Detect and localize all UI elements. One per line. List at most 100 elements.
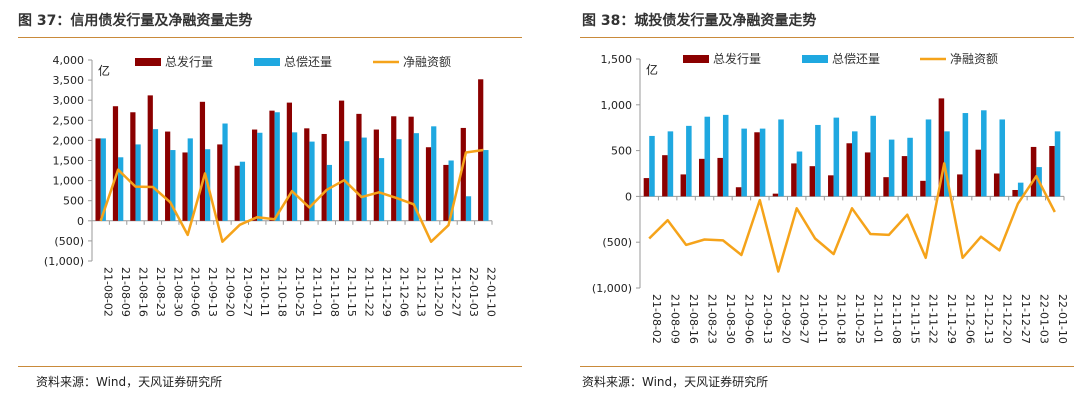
issue-bar bbox=[130, 112, 136, 221]
y-tick-label: 0 bbox=[625, 190, 632, 203]
x-tick-label: 21-12-13 bbox=[982, 294, 995, 344]
legend-label: 净融资额 bbox=[950, 52, 998, 66]
y-tick-label: 1,000 bbox=[53, 175, 85, 188]
issue-bar bbox=[920, 180, 926, 197]
x-tick-label: 21-11-15 bbox=[908, 294, 921, 344]
x-tick-label: 21-12-13 bbox=[415, 267, 428, 317]
repay-bar bbox=[722, 114, 729, 197]
repay-bar bbox=[152, 129, 159, 221]
repay-bar bbox=[1054, 131, 1061, 197]
x-tick-label: 21-11-29 bbox=[380, 267, 393, 317]
x-tick-label: 21-09-06 bbox=[189, 267, 202, 317]
y-tick-label: 3,000 bbox=[53, 94, 85, 107]
x-tick-label: 21-11-01 bbox=[310, 267, 323, 317]
x-tick-label: 22-01-03 bbox=[467, 267, 480, 317]
issue-bar bbox=[809, 166, 816, 197]
x-tick-label: 21-11-22 bbox=[927, 294, 940, 344]
issue-bar bbox=[662, 155, 668, 197]
issue-bar bbox=[95, 138, 101, 221]
y-tick-label: 0 bbox=[77, 215, 84, 228]
issue-bar bbox=[772, 193, 779, 197]
issue-bar bbox=[165, 131, 171, 221]
y-tick-label: (1,000) bbox=[44, 255, 84, 268]
repay-bar bbox=[100, 138, 106, 221]
top-rule bbox=[18, 37, 522, 38]
issue-bar bbox=[938, 98, 945, 197]
x-tick-label: 21-10-18 bbox=[835, 294, 848, 344]
x-tick-label: 21-11-22 bbox=[363, 267, 376, 317]
x-tick-label: 21-08-16 bbox=[136, 267, 149, 317]
issue-bar bbox=[356, 113, 362, 221]
repay-bar bbox=[667, 131, 674, 197]
repay-bar bbox=[292, 132, 298, 221]
legend-swatch bbox=[135, 58, 161, 66]
issue-bar bbox=[901, 156, 908, 197]
figure-title: 图 37：信用债发行量及净融资量走势 bbox=[18, 13, 253, 29]
x-tick-label: 21-09-06 bbox=[742, 294, 755, 344]
y-tick-label: 1,500 bbox=[53, 155, 85, 168]
y-tick-label: 2,500 bbox=[53, 114, 85, 127]
repay-bar bbox=[870, 115, 876, 197]
x-tick-label: 21-09-13 bbox=[206, 267, 219, 317]
repay-bar bbox=[326, 164, 332, 221]
legend-label: 总偿还量 bbox=[284, 54, 332, 69]
x-tick-label: 21-12-06 bbox=[397, 267, 410, 317]
x-tick-label: 21-12-20 bbox=[1000, 294, 1013, 344]
issue-bar bbox=[735, 187, 742, 197]
repay-bar bbox=[361, 137, 367, 221]
repay-bar bbox=[649, 135, 655, 197]
x-tick-label: 21-08-02 bbox=[102, 267, 115, 317]
repay-bar bbox=[852, 131, 858, 197]
issue-bar bbox=[993, 173, 1000, 197]
x-tick-label: 21-08-16 bbox=[687, 294, 700, 344]
credit-bond-chart: 4,000 3,500 3,000 2,500 2,000 1,500 1,000 500 0 (… bbox=[44, 54, 497, 317]
y-tick-label: 1,000 bbox=[601, 99, 633, 112]
x-tick-label: 22-01-10 bbox=[1056, 294, 1069, 344]
issue-bar bbox=[269, 110, 275, 221]
issue-bar bbox=[717, 157, 723, 197]
issue-bar bbox=[828, 175, 834, 197]
issue-bar bbox=[1030, 146, 1037, 197]
repay-bar bbox=[759, 128, 766, 197]
issue-bar bbox=[286, 102, 292, 221]
issue-bar bbox=[425, 147, 432, 221]
x-tick-label: 21-08-30 bbox=[724, 294, 737, 344]
left-figure: 图 37：信用债发行量及净融资量走势 4,000 3,500 3,000 2,500 2… bbox=[18, 13, 522, 389]
issue-bar bbox=[217, 144, 223, 221]
issue-bar bbox=[1012, 189, 1018, 197]
issue-bar bbox=[182, 152, 188, 221]
repay-bar bbox=[815, 124, 821, 197]
legend-label: 总发行量 bbox=[165, 54, 213, 69]
x-tick-label: 22-01-10 bbox=[484, 267, 497, 317]
x-tick-label: 21-12-27 bbox=[450, 267, 463, 317]
legend-swatch bbox=[683, 55, 709, 63]
repay-bar bbox=[135, 144, 141, 221]
source-note: 资料来源：Wind，天风证券研究所 bbox=[36, 375, 223, 389]
x-tick-label: 21-12-27 bbox=[1019, 294, 1032, 344]
issue-bar bbox=[883, 177, 889, 197]
issue-bar bbox=[957, 174, 963, 197]
x-tick-label: 22-01-03 bbox=[1037, 294, 1050, 344]
repay-bar bbox=[981, 110, 987, 197]
x-tick-label: 21-09-13 bbox=[761, 294, 774, 344]
x-tick-label: 21-10-11 bbox=[816, 294, 829, 344]
issue-bar bbox=[460, 127, 466, 221]
repay-bar bbox=[778, 119, 784, 197]
issue-bar bbox=[1049, 146, 1055, 197]
issue-bar bbox=[846, 143, 852, 197]
top-rule bbox=[580, 37, 1074, 38]
repay-bar bbox=[925, 119, 932, 197]
repay-bar bbox=[378, 158, 385, 221]
legend-swatch bbox=[802, 55, 828, 63]
source-note: 资料来源：Wind，天风证券研究所 bbox=[582, 375, 769, 389]
x-tick-label: 21-08-30 bbox=[171, 267, 184, 317]
x-tick-label: 21-10-25 bbox=[293, 267, 306, 317]
repay-bar bbox=[431, 126, 437, 221]
repay-bar bbox=[170, 150, 176, 221]
issue-bar bbox=[443, 164, 449, 221]
repay-bar bbox=[962, 113, 969, 197]
x-tick-label: 21-10-11 bbox=[258, 267, 271, 317]
issue-bar bbox=[791, 163, 797, 197]
repay-bar bbox=[413, 133, 419, 221]
repay-bar bbox=[796, 151, 803, 197]
